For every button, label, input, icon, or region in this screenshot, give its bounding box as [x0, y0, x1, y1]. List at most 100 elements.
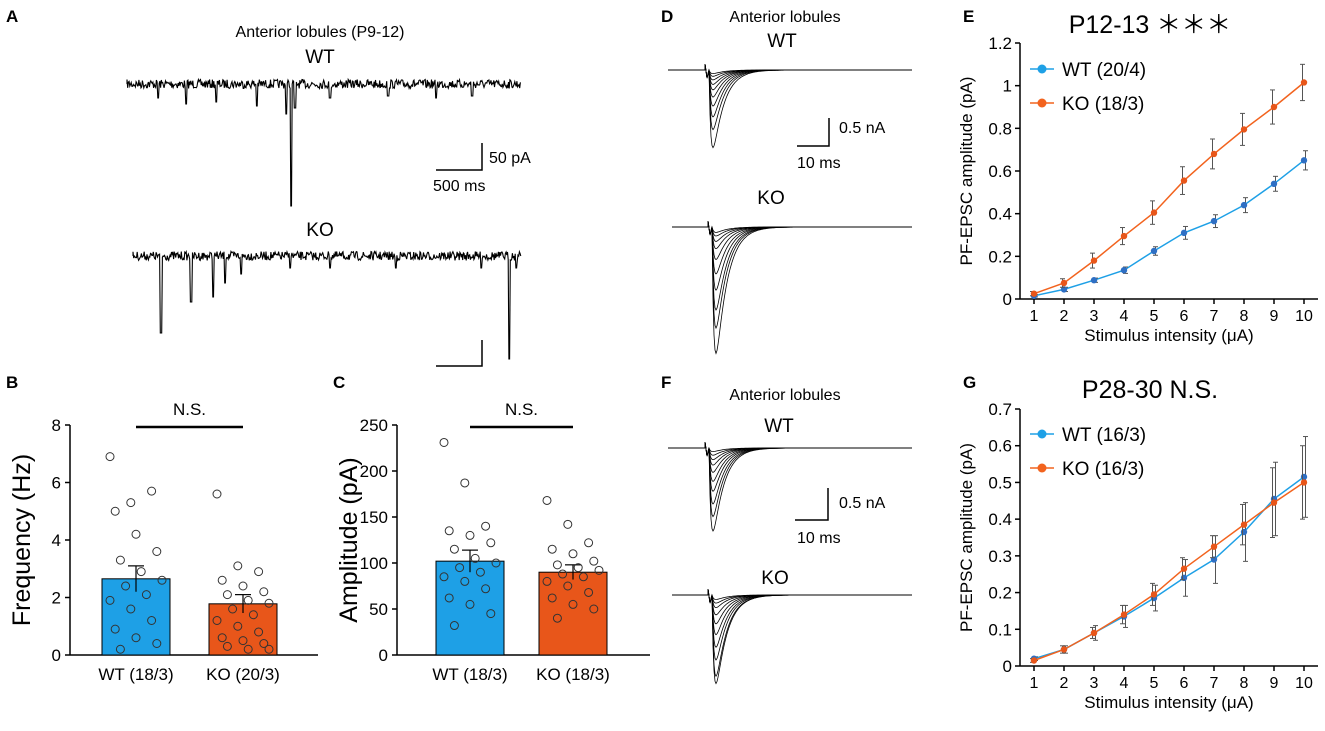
chartB-point: [126, 604, 136, 614]
chartE-point: [1060, 286, 1068, 293]
chartC-point: [558, 569, 568, 579]
panel-d-wt-label: WT: [767, 31, 797, 52]
panel-a-wt-trace: [126, 77, 521, 207]
chartE-series-line-2: [1033, 81, 1305, 295]
chartB-point: [131, 529, 141, 539]
chartC-point: [589, 556, 599, 566]
chartC-point: [584, 538, 594, 548]
chartC-y-tick-label: 150: [360, 508, 388, 527]
panel-f-scale-x-label: 10 ms: [797, 530, 841, 547]
chartG-y-tick-label: 0.4: [988, 510, 1012, 529]
panel-f-scale-bar: [795, 488, 829, 521]
chartC-significance-label: N.S.: [505, 400, 538, 419]
chartE-x-tick-label: 6: [1180, 308, 1189, 325]
chartG-point: [1300, 479, 1308, 486]
panel-d-ko-label: KO: [757, 188, 784, 209]
chartG-y-tick-label: 0.5: [988, 473, 1012, 492]
chartE-x-tick-label: 10: [1295, 308, 1313, 325]
chartC-y-tick-label: 50: [369, 600, 388, 619]
chartE-point: [1090, 257, 1098, 264]
chartG-legend-marker-1: [1037, 429, 1047, 439]
panel-a-letter: A: [6, 7, 18, 26]
chartB-point: [254, 627, 264, 637]
chartB-y-tick-label: 6: [52, 474, 61, 493]
chartE-x-tick-label: 9: [1270, 308, 1279, 325]
chartC-point: [455, 563, 465, 573]
panel-a-ko-trace: [132, 249, 522, 360]
chartB-point: [110, 506, 120, 516]
chartC-point: [589, 604, 599, 614]
chartB-point: [238, 581, 248, 591]
chartB-y-tick-label: 2: [52, 589, 61, 608]
panel-f-wt-label: WT: [764, 416, 794, 437]
chartB-point: [157, 575, 167, 585]
chartE-y-tick-label: 1.2: [988, 34, 1012, 53]
chartE-point: [1090, 277, 1098, 284]
chartC-point: [449, 544, 459, 554]
chartC-point: [584, 587, 594, 597]
chartB-point: [105, 595, 115, 605]
chartG-point: [1030, 657, 1038, 664]
panel-a-ko-label: KO: [306, 220, 333, 241]
chartB-y-tick-label: 4: [52, 531, 61, 550]
chartC-point: [542, 495, 552, 505]
chartC-point: [481, 584, 491, 594]
chartG-y-tick-label: 0.3: [988, 547, 1012, 566]
panel-f-ko-label: KO: [761, 568, 788, 589]
chartE-y-tick-label: 0.4: [988, 205, 1012, 224]
chartC-y-tick-label: 250: [360, 416, 388, 435]
panel-e-letter: E: [963, 7, 974, 26]
chartE-x-tick-label: 8: [1240, 308, 1249, 325]
chartG-point: [1120, 611, 1128, 618]
panel-c-letter: C: [333, 373, 345, 392]
chartG-x-tick-label: 8: [1240, 675, 1249, 692]
panel-f-letter: F: [661, 373, 671, 392]
chartG-y-tick-label: 0.6: [988, 437, 1012, 456]
chartC-point: [439, 572, 449, 582]
chartE-point: [1240, 201, 1248, 209]
panel-a-scale-x-label: 500 ms: [433, 178, 485, 195]
chartB-point: [259, 587, 269, 597]
chartB-point: [152, 639, 162, 648]
chartE-point: [1270, 103, 1278, 111]
chartE-legend-marker-2: [1037, 98, 1047, 108]
chartG-y-tick-label: 0.2: [988, 584, 1012, 603]
chartE-point: [1030, 290, 1038, 297]
chartC-point: [449, 621, 459, 631]
chartC-point: [460, 576, 470, 586]
chartG-x-tick-label: 3: [1090, 675, 1099, 692]
chartC-point: [547, 544, 557, 554]
chartB-point: [217, 575, 227, 585]
panel-a: A Anterior lobules (P9-12) WT KO 50 pA 5…: [6, 7, 531, 367]
panel-d-scale-bar: [797, 118, 830, 147]
chartG-series-line-1: [1033, 476, 1305, 660]
chartC-point: [594, 565, 604, 575]
chartC-point: [568, 549, 578, 559]
tracesF-ko-trace-10: [672, 588, 912, 685]
chartB-point: [212, 616, 222, 625]
chartB-point: [126, 498, 136, 508]
chartC-point: [563, 581, 573, 591]
chartB-point: [217, 633, 227, 643]
panel-b-letter: B: [6, 373, 18, 392]
chartE-point: [1300, 157, 1308, 164]
chartE-legend-label-2: KO (18/3): [1062, 94, 1144, 115]
panel-f-wt-traces: [668, 441, 912, 532]
chartC-point: [573, 563, 583, 573]
chartC-point: [486, 538, 496, 548]
chartB-point: [131, 633, 141, 643]
chartE-x-tick-label: 5: [1150, 308, 1159, 325]
chartC-point: [465, 599, 475, 609]
chartB-point: [243, 595, 253, 605]
chartG-y-tick-label: 0.7: [988, 400, 1012, 419]
chartG-point: [1150, 591, 1158, 598]
chartB-point: [233, 561, 243, 571]
chartB-point: [105, 452, 115, 462]
chartE-y-tick-label: 0.6: [988, 162, 1012, 181]
chartB-point: [136, 567, 146, 577]
chartE-point: [1270, 180, 1278, 187]
panel-a-wt-label: WT: [305, 47, 335, 68]
chartG-legend-label-2: KO (16/3): [1062, 459, 1144, 480]
chartB-point: [147, 486, 157, 496]
chartB-category-label-2: KO (20/3): [206, 665, 280, 684]
